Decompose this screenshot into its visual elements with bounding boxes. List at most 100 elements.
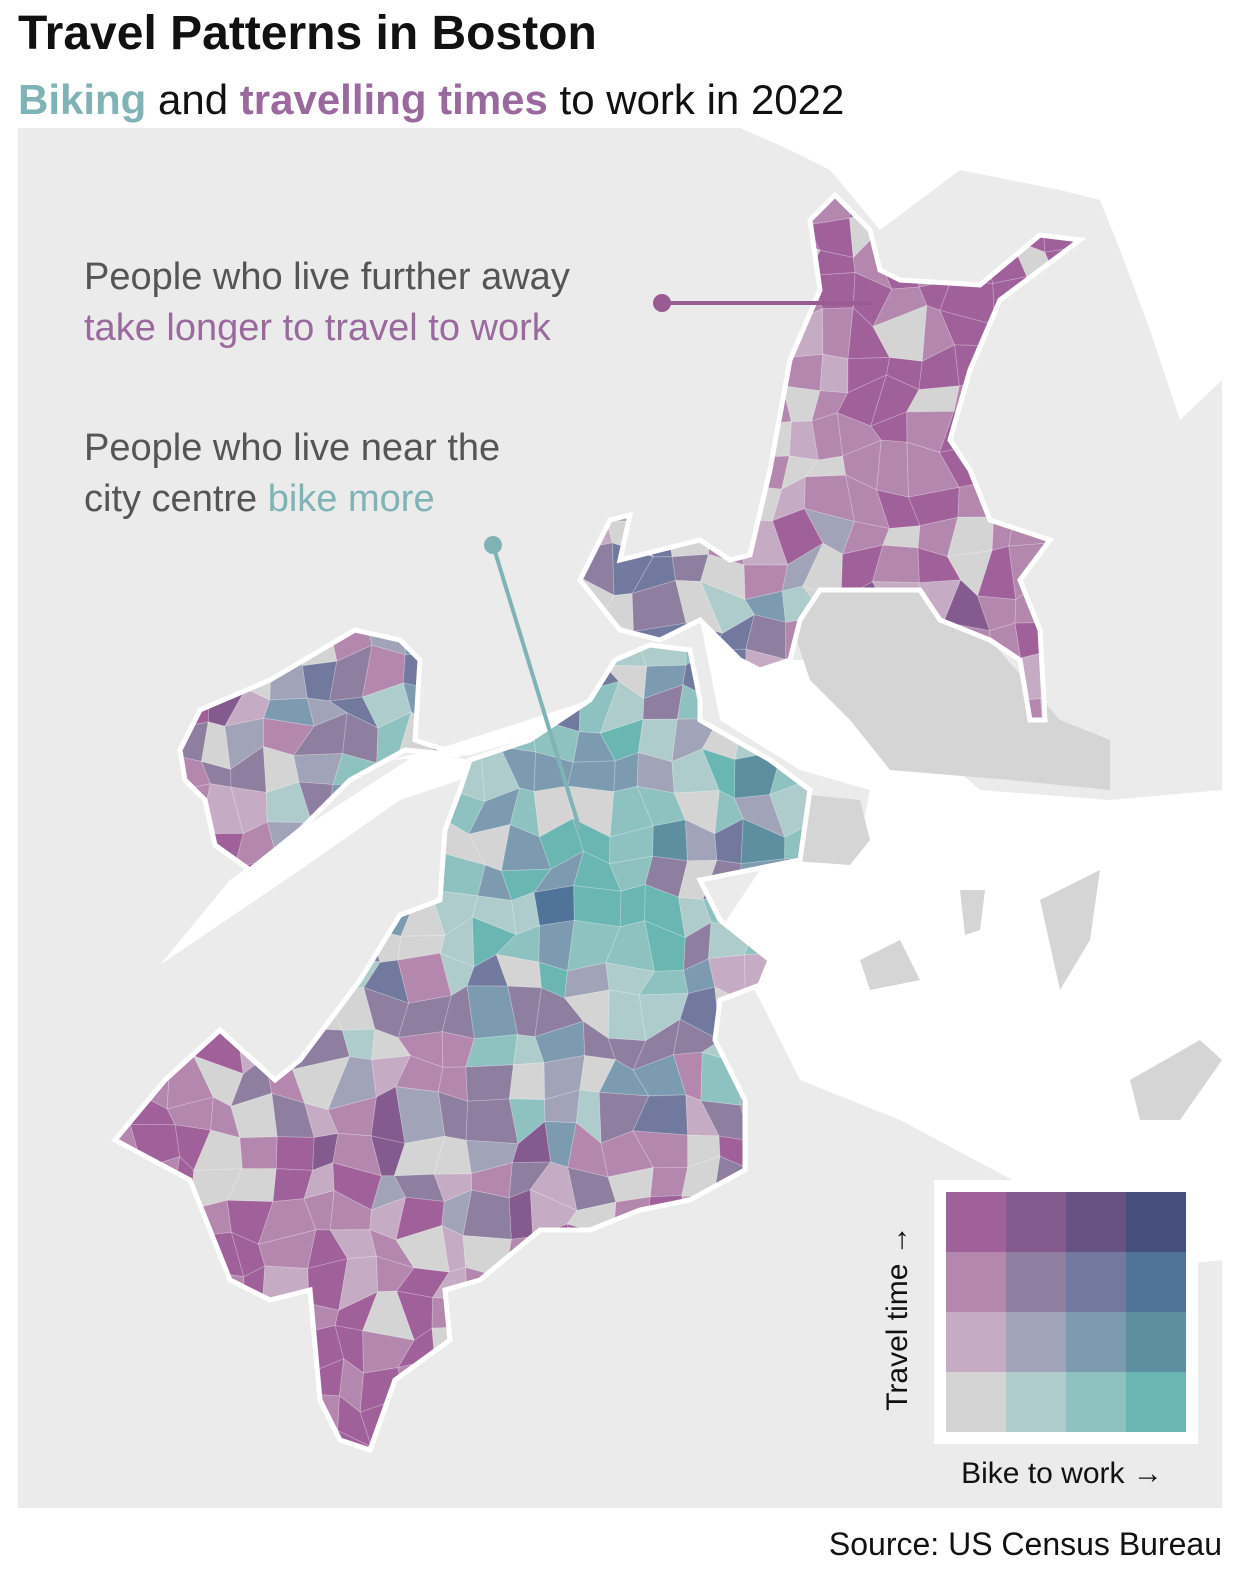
tract xyxy=(1230,1536,1244,1571)
tract xyxy=(1024,1574,1054,1578)
tract xyxy=(1232,1061,1244,1101)
tract xyxy=(1224,1325,1244,1382)
tract xyxy=(275,1136,315,1171)
island xyxy=(860,940,920,990)
tract xyxy=(241,1504,264,1547)
tract xyxy=(470,1542,512,1575)
tract xyxy=(241,1504,264,1547)
tract xyxy=(512,1570,549,1578)
tract xyxy=(876,439,909,498)
tract xyxy=(303,1505,345,1551)
tract xyxy=(1227,952,1244,986)
tract xyxy=(1221,526,1244,558)
tract xyxy=(1229,1259,1244,1303)
tract xyxy=(437,1536,474,1575)
boundary xyxy=(177,627,461,874)
tract xyxy=(1227,1374,1244,1406)
tract xyxy=(1221,551,1244,594)
tract xyxy=(1183,1563,1231,1578)
boundary xyxy=(111,642,813,1454)
tract xyxy=(1221,1022,1244,1071)
tract xyxy=(158,1536,211,1578)
tract xyxy=(241,1504,264,1547)
tract xyxy=(465,1064,514,1102)
tract xyxy=(122,1570,175,1578)
tract xyxy=(614,1566,643,1578)
tract xyxy=(122,1570,175,1578)
tract xyxy=(122,1537,179,1576)
tract xyxy=(1224,357,1244,394)
tract xyxy=(498,1542,537,1578)
tract xyxy=(747,1565,775,1578)
tract xyxy=(303,1505,345,1551)
tract xyxy=(803,1568,848,1578)
tract xyxy=(202,1573,246,1578)
tract xyxy=(1227,926,1244,972)
tract xyxy=(203,1536,248,1578)
island xyxy=(1040,870,1100,990)
tract xyxy=(1224,1325,1244,1382)
tract xyxy=(258,1505,313,1547)
tract xyxy=(673,1532,707,1578)
tract xyxy=(1215,1563,1244,1578)
tract xyxy=(158,1536,211,1578)
tract xyxy=(609,1504,636,1538)
tract xyxy=(95,1548,137,1572)
tract xyxy=(163,1503,204,1537)
tract xyxy=(334,1571,377,1578)
tract xyxy=(1221,551,1244,594)
tract xyxy=(450,1565,475,1578)
tract xyxy=(1219,589,1244,623)
tract xyxy=(702,1533,750,1573)
tract xyxy=(258,1534,313,1578)
tract xyxy=(1228,180,1244,219)
tract xyxy=(846,1568,892,1578)
tract xyxy=(980,1564,1025,1578)
tract xyxy=(1223,821,1244,865)
tract xyxy=(770,1565,823,1578)
water xyxy=(740,128,1222,420)
tract xyxy=(1221,986,1244,1042)
tract xyxy=(1227,1374,1244,1406)
tract xyxy=(437,1536,474,1575)
tract xyxy=(941,1564,984,1578)
tract xyxy=(573,1568,622,1578)
tract xyxy=(239,1573,272,1578)
tract xyxy=(1230,861,1244,897)
tract xyxy=(609,1504,636,1538)
tract xyxy=(247,1536,272,1578)
tract xyxy=(573,885,622,928)
tract xyxy=(408,1536,451,1566)
tract xyxy=(258,1505,313,1547)
tract xyxy=(512,1570,549,1578)
tract xyxy=(293,1534,346,1578)
tract xyxy=(1221,526,1244,558)
tract xyxy=(498,1542,537,1578)
tract xyxy=(498,1503,537,1544)
tract xyxy=(1229,1259,1244,1303)
water xyxy=(160,752,470,965)
tract xyxy=(1230,1513,1244,1538)
tract xyxy=(1118,1573,1163,1578)
tract xyxy=(769,779,810,838)
tract xyxy=(1229,388,1244,418)
tract xyxy=(344,1511,373,1551)
tract xyxy=(95,1548,137,1572)
tract xyxy=(1232,1061,1244,1101)
tract xyxy=(673,1532,707,1578)
tract xyxy=(247,1536,272,1578)
tract xyxy=(1230,1513,1244,1538)
tract xyxy=(344,1552,373,1578)
tract xyxy=(1221,1022,1244,1071)
tract xyxy=(293,1571,346,1578)
tract xyxy=(1228,888,1244,929)
tract xyxy=(101,1570,137,1578)
tract xyxy=(203,1504,248,1537)
tract xyxy=(203,1504,248,1537)
tract xyxy=(1229,388,1244,418)
tract xyxy=(369,1545,409,1578)
tract xyxy=(1223,821,1244,865)
tract xyxy=(1221,551,1244,594)
